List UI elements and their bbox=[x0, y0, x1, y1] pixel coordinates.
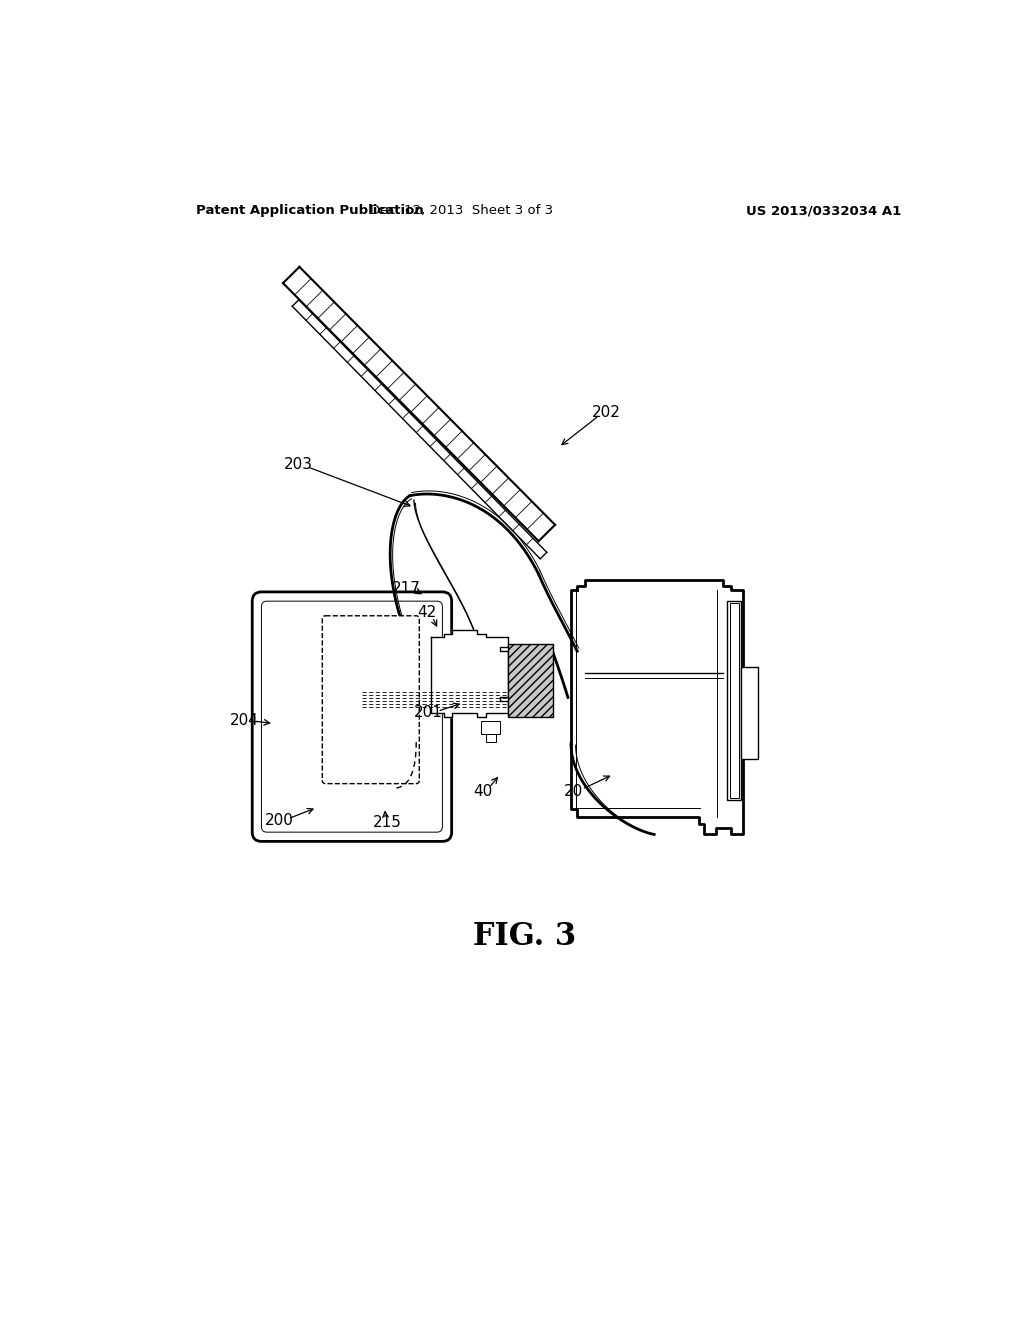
Text: FIG. 3: FIG. 3 bbox=[473, 920, 577, 952]
Polygon shape bbox=[571, 581, 742, 834]
Text: US 2013/0332034 A1: US 2013/0332034 A1 bbox=[745, 205, 901, 218]
Polygon shape bbox=[292, 300, 547, 558]
Text: 203: 203 bbox=[284, 457, 313, 473]
Bar bbox=[481, 721, 500, 734]
Text: 217: 217 bbox=[392, 581, 421, 595]
FancyBboxPatch shape bbox=[261, 601, 442, 832]
Bar bbox=[730, 603, 739, 797]
Text: Dec. 12, 2013  Sheet 3 of 3: Dec. 12, 2013 Sheet 3 of 3 bbox=[370, 205, 553, 218]
Text: 40: 40 bbox=[473, 784, 493, 799]
Bar bbox=[508, 644, 553, 717]
Polygon shape bbox=[431, 630, 508, 718]
FancyBboxPatch shape bbox=[252, 591, 452, 841]
FancyBboxPatch shape bbox=[323, 615, 419, 784]
Bar bbox=[486, 734, 496, 742]
Bar bbox=[741, 667, 758, 759]
Text: 42: 42 bbox=[418, 605, 436, 620]
Text: 200: 200 bbox=[265, 813, 294, 828]
Text: Patent Application Publication: Patent Application Publication bbox=[196, 205, 424, 218]
Text: 201: 201 bbox=[414, 705, 443, 721]
Text: 20: 20 bbox=[563, 784, 583, 799]
Text: 204: 204 bbox=[230, 713, 259, 729]
Polygon shape bbox=[283, 267, 555, 541]
Text: 202: 202 bbox=[592, 405, 621, 420]
Bar bbox=[727, 601, 741, 800]
Text: 215: 215 bbox=[373, 814, 401, 830]
